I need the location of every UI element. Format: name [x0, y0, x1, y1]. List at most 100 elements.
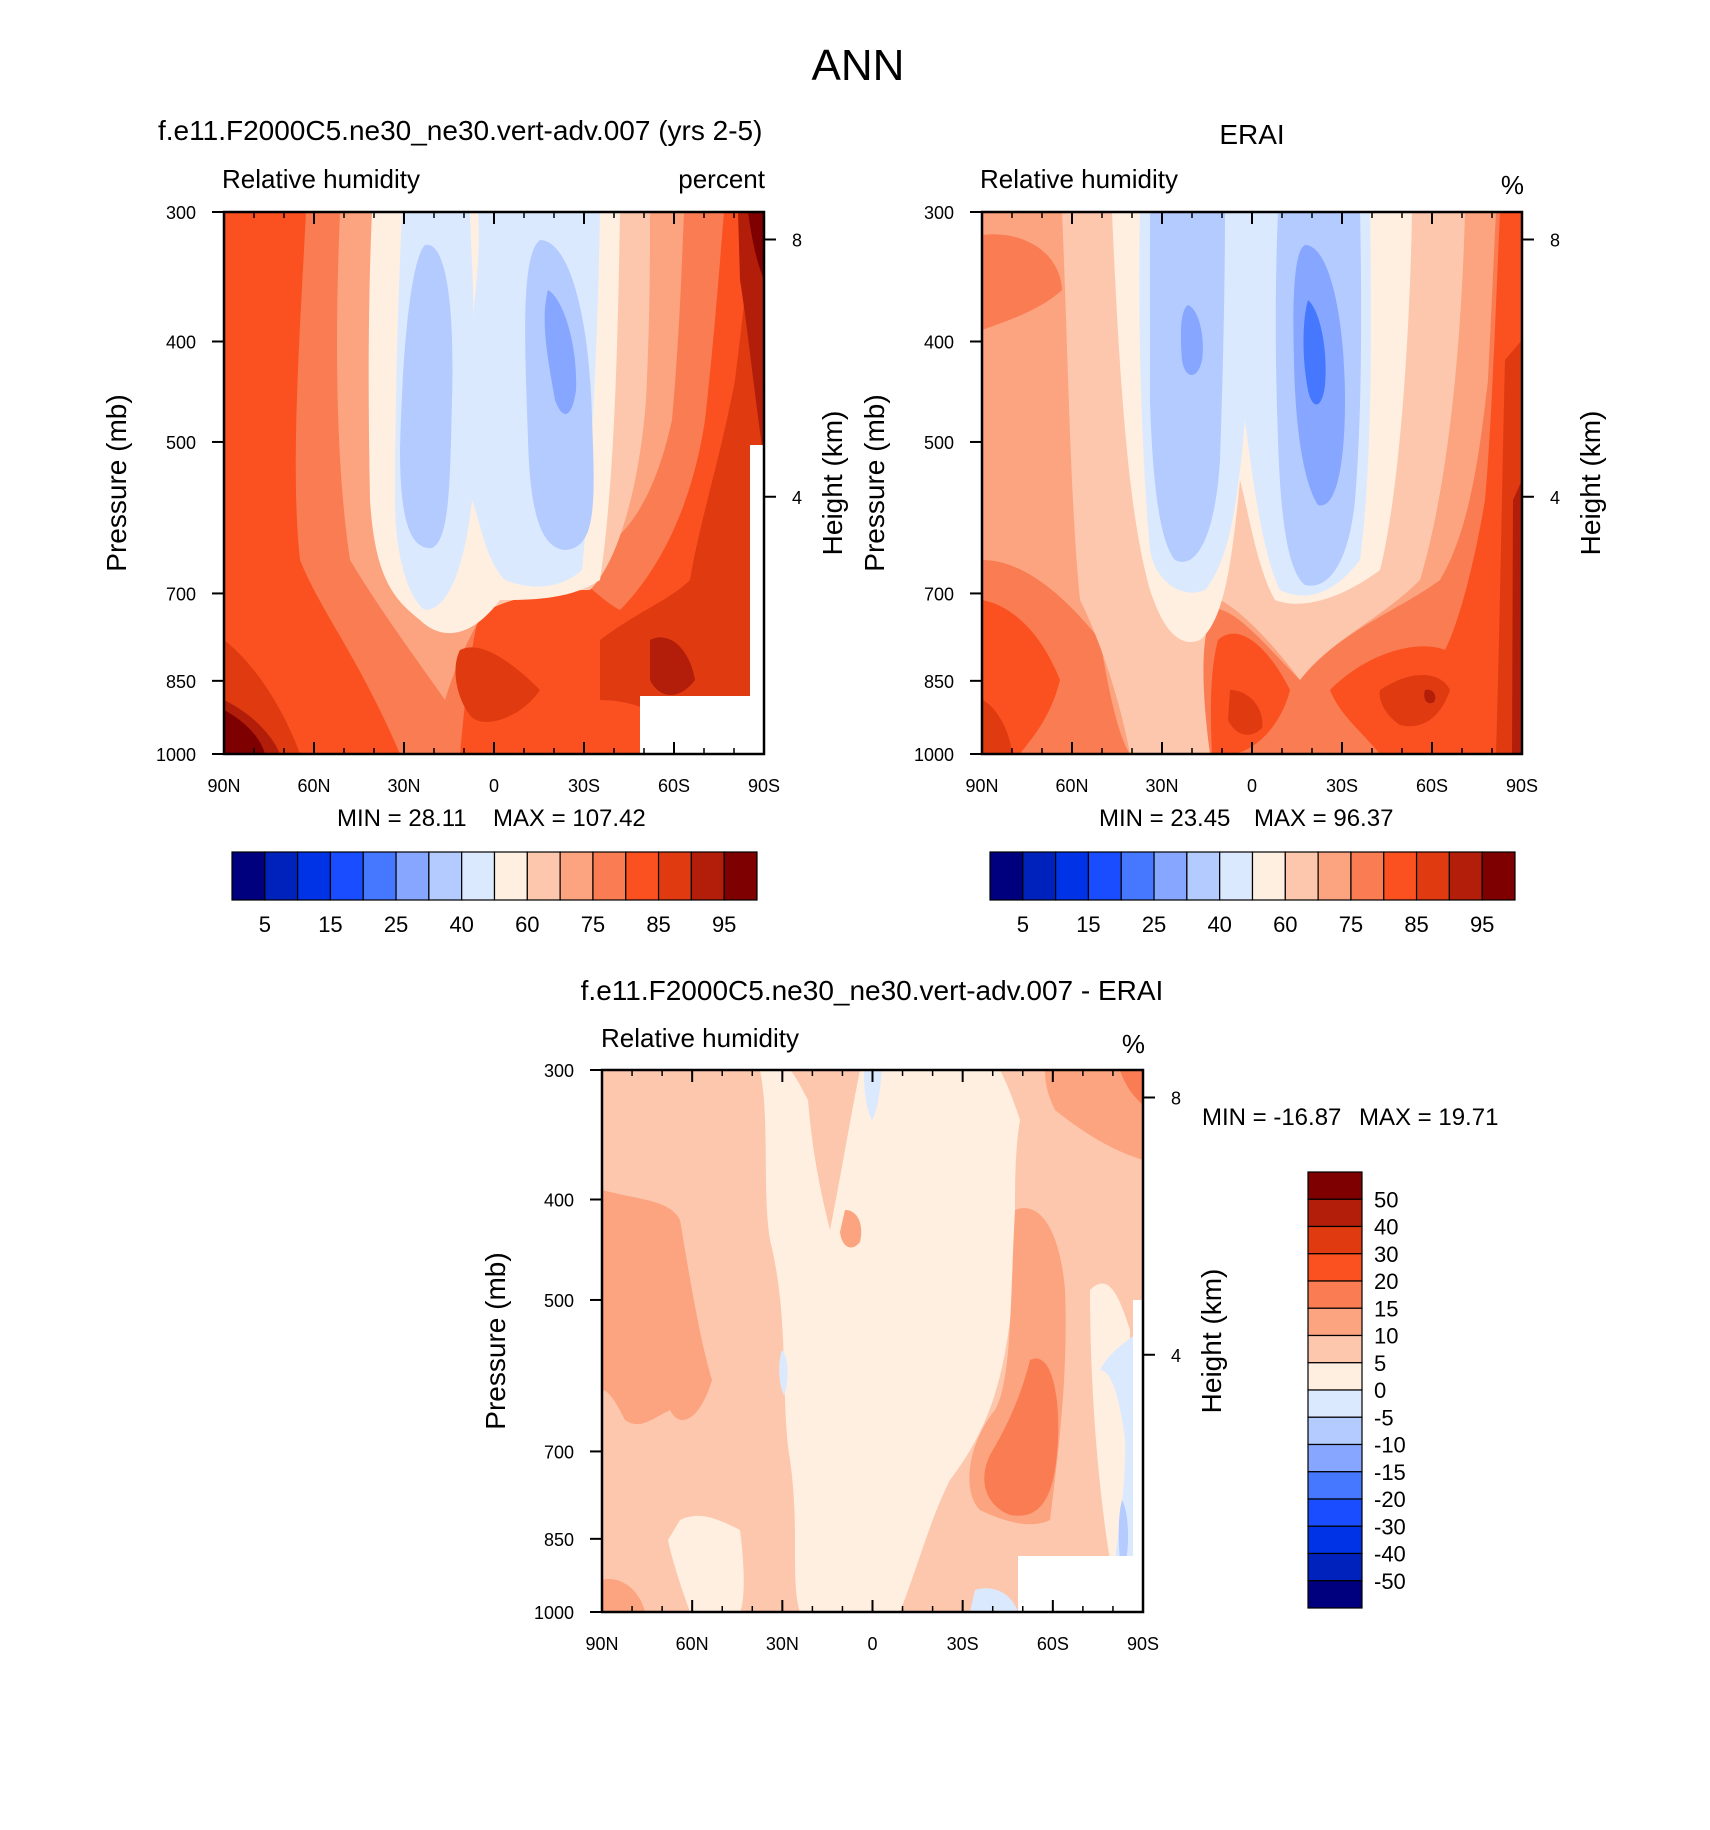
x-tick-label: 60S — [658, 776, 690, 796]
panel-model-contours — [224, 212, 764, 754]
panel-model-min: MIN = 28.11 — [337, 805, 467, 832]
y-tick-label: 500 — [924, 433, 954, 453]
x-tick-label: 90S — [1127, 1634, 1159, 1654]
panel-diff-min: MIN = -16.87 — [1202, 1104, 1341, 1131]
y2-tick-label: 8 — [1171, 1089, 1181, 1109]
colorbar-box — [1219, 851, 1254, 901]
contour-fill — [668, 1515, 744, 1612]
x-tick-label: 60N — [676, 1634, 709, 1654]
colorbar-box — [1415, 851, 1450, 901]
colorbar-box — [1284, 851, 1319, 901]
missing-data-mask — [1018, 1556, 1143, 1612]
panel-model-title: f.e11.F2000C5.ne30_ne30.vert-adv.007 (yr… — [158, 115, 762, 146]
colorbar-box — [231, 851, 266, 901]
y-tick-label: 1000 — [534, 1603, 574, 1623]
colorbar-box — [395, 851, 430, 901]
contour-fill — [602, 1190, 712, 1425]
colorbar-box — [1350, 851, 1385, 901]
x-tick-label: 30N — [766, 1634, 799, 1654]
colorbar-label: 0 — [1374, 1378, 1386, 1403]
colorbar-box — [1307, 1362, 1363, 1391]
contour-fill — [984, 1358, 1059, 1516]
panel-diff: f.e11.F2000C5.ne30_ne30.vert-adv.007 - E… — [480, 975, 1498, 1654]
contour-fill — [1228, 690, 1263, 735]
colorbar-box — [1307, 1580, 1363, 1609]
y-tick-label: 300 — [544, 1061, 574, 1081]
y-tick-label: 400 — [166, 333, 196, 353]
colorbar-label: -20 — [1374, 1487, 1406, 1512]
panel-diff-y2label: Height (km) — [1196, 1269, 1227, 1414]
contour-fill — [720, 1070, 1020, 1612]
contour-fill — [1045, 1070, 1143, 1160]
contour-fill — [1120, 1070, 1143, 1105]
y2-tick-label: 4 — [1171, 1346, 1181, 1366]
panel-model-ylabel: Pressure (mb) — [101, 394, 132, 571]
x-tick-label: 30N — [1145, 776, 1178, 796]
colorbar-label: 50 — [1374, 1187, 1398, 1212]
x-tick-label: 0 — [867, 1634, 877, 1654]
y-tick-label: 850 — [544, 1530, 574, 1550]
y-tick-label: 700 — [166, 584, 196, 604]
colorbar-box — [1307, 1198, 1363, 1228]
panel-erai-colorbar: 5 15 25 40 60 75 85 95 — [989, 851, 1516, 937]
x-tick-label: 60N — [297, 776, 330, 796]
y2-tick-label: 8 — [1550, 231, 1560, 251]
colorbar-label: 30 — [1374, 1242, 1398, 1267]
colorbar-box — [1055, 851, 1090, 901]
colorbar-box — [1307, 1443, 1363, 1473]
panel-diff-left-label: Relative humidity — [601, 1023, 799, 1053]
colorbar-box — [1383, 851, 1418, 901]
y-tick-label: 700 — [544, 1442, 574, 1462]
contour-fill — [455, 647, 540, 722]
colorbar-box — [461, 851, 496, 901]
contour-fill — [1379, 675, 1450, 727]
contour-fill — [982, 600, 1060, 754]
colorbar-label: 40 — [1207, 912, 1231, 937]
colorbar-label: 60 — [515, 912, 539, 937]
y-tick-label: 400 — [544, 1191, 574, 1211]
contour-fill — [224, 710, 265, 754]
missing-data-mask — [1133, 1300, 1143, 1556]
y-tick-label: 1000 — [156, 745, 196, 765]
colorbar-label: 75 — [581, 912, 605, 937]
colorbar-box — [592, 851, 627, 901]
contour-fill — [779, 1350, 788, 1395]
x-tick-label: 60S — [1037, 1634, 1069, 1654]
x-tick-label: 90N — [207, 776, 240, 796]
contour-fill — [1100, 1330, 1140, 1560]
colorbar-box — [559, 851, 594, 901]
colorbar-box — [1022, 851, 1057, 901]
colorbar-box — [1307, 1253, 1363, 1282]
colorbar-box — [1307, 1416, 1363, 1446]
colorbar-label: 25 — [384, 912, 408, 937]
x-tick-label: 30N — [387, 776, 420, 796]
colorbar-label: 15 — [1374, 1296, 1398, 1321]
colorbar-label: 40 — [449, 912, 473, 937]
x-tick-label: 30S — [1326, 776, 1358, 796]
colorbar-box — [723, 851, 758, 901]
x-tick-label: 30S — [568, 776, 600, 796]
colorbar-label: 95 — [1470, 912, 1494, 937]
colorbar-box — [428, 851, 463, 901]
colorbar-label: -10 — [1374, 1433, 1406, 1458]
y-tick-label: 850 — [924, 672, 954, 692]
panel-model-axes: 90N 60N 30N 0 30S 60S 90S 300 400 500 700 850 1000 8 4 — [156, 203, 802, 796]
x-tick-label: 60N — [1055, 776, 1088, 796]
y-tick-label: 500 — [544, 1291, 574, 1311]
colorbar-box — [264, 851, 299, 901]
colorbar-label: 95 — [712, 912, 736, 937]
colorbar-box — [989, 851, 1024, 901]
contour-fill — [650, 637, 695, 695]
colorbar-box — [1251, 851, 1286, 901]
panel-erai-contours — [982, 212, 1522, 754]
colorbar-box — [1317, 851, 1352, 901]
contour-fill — [748, 212, 764, 280]
x-tick-label: 90N — [585, 1634, 618, 1654]
colorbar-label: -15 — [1374, 1460, 1406, 1485]
missing-data-mask — [750, 445, 764, 696]
panel-erai-y2label: Height (km) — [1575, 411, 1606, 556]
panel-erai-min: MIN = 23.45 — [1099, 805, 1230, 832]
contour-fill — [1512, 480, 1522, 754]
